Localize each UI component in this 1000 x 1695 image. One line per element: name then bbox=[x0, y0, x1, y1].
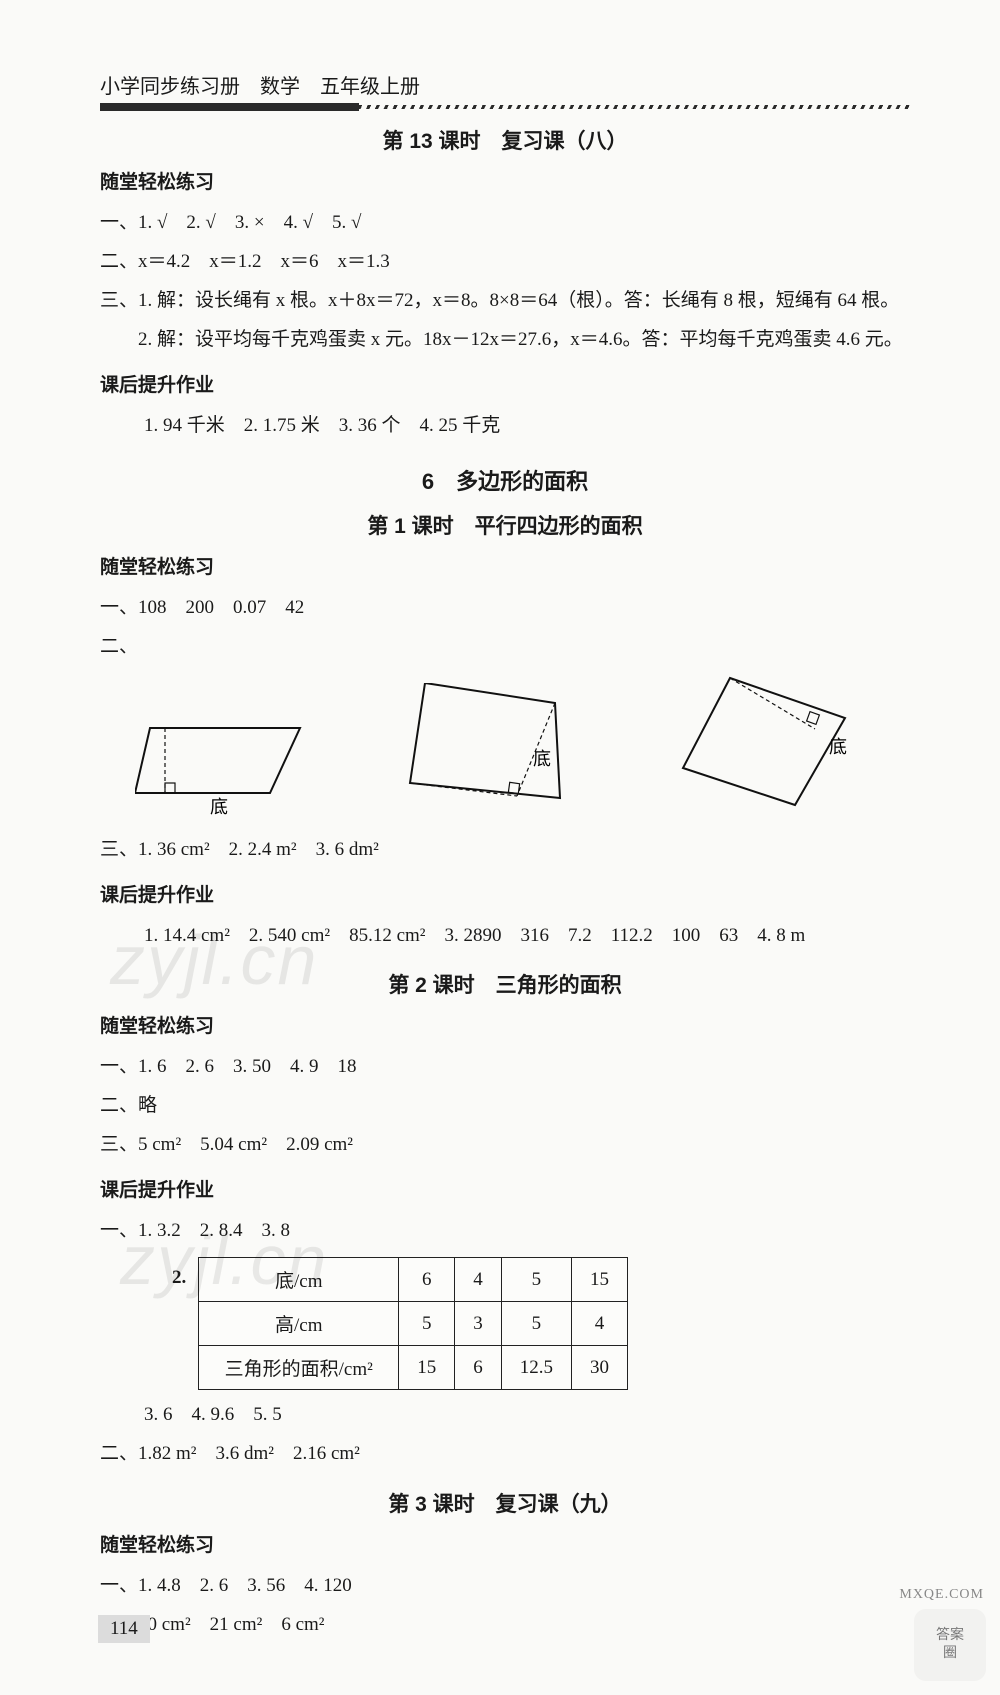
lesson1-line1: 一、108 200 0.07 42 bbox=[100, 589, 910, 628]
triangle-area-table: 底/cm 6 4 5 15 高/cm 5 3 5 4 三角形的面积/cm² 15… bbox=[198, 1257, 628, 1390]
parallelogram-1: 底 bbox=[135, 713, 335, 823]
parallelogram-diagrams: 底 底 底 bbox=[100, 673, 910, 823]
lesson13-line5: 1. 94 千米 2. 1.75 米 3. 36 个 4. 25 千克 bbox=[100, 407, 910, 446]
chapter6-title: 6 多边形的面积 bbox=[100, 464, 910, 496]
lesson13-line3: 三、1. 解：设长绳有 x 根。x＋8x＝72，x＝8。8×8＝64（根）。答：… bbox=[100, 282, 910, 321]
corner-badge-bottom: 圈 bbox=[943, 1645, 957, 1663]
lesson2-title: 第 2 课时 三角形的面积 bbox=[100, 969, 910, 999]
triangle-area-table-wrap: 2. 底/cm 6 4 5 15 高/cm 5 3 5 4 三角形的面积/cm²… bbox=[100, 1257, 910, 1390]
corner-badge-top: 答案 bbox=[936, 1627, 964, 1645]
table-row: 高/cm 5 3 5 4 bbox=[199, 1302, 628, 1346]
parallelogram-2: 底 bbox=[405, 683, 605, 823]
lesson13-section1-label: 随堂轻松练习 bbox=[100, 167, 910, 194]
book-header: 小学同步练习册 数学 五年级上册 bbox=[100, 70, 910, 99]
lesson13-line2: 二、x＝4.2 x＝1.2 x＝6 x＝1.3 bbox=[100, 243, 910, 282]
table-row: 三角形的面积/cm² 15 6 12.5 30 bbox=[199, 1346, 628, 1390]
page-number: 114 bbox=[98, 1615, 150, 1643]
lesson1-line3: 三、1. 36 cm² 2. 2.4 m² 3. 6 dm² bbox=[100, 831, 910, 870]
lesson2-section2-label: 课后提升作业 bbox=[100, 1175, 910, 1202]
lesson1-line2: 二、 bbox=[100, 628, 910, 667]
svg-text:底: 底 bbox=[533, 749, 551, 769]
lesson2-line2: 二、略 bbox=[100, 1087, 910, 1126]
worksheet-page: 小学同步练习册 数学 五年级上册 第 13 课时 复习课（八） 随堂轻松练习 一… bbox=[0, 0, 1000, 1695]
svg-text:底: 底 bbox=[829, 737, 847, 757]
lesson2-line5: 3. 6 4. 9.6 5. 5 bbox=[100, 1396, 910, 1435]
lesson13-line4: 2. 解：设平均每千克鸡蛋卖 x 元。18x－12x＝27.6，x＝4.6。答：… bbox=[100, 321, 910, 360]
lesson3-line2: 二、60 cm² 21 cm² 6 cm² bbox=[100, 1606, 910, 1645]
lesson2-line1: 一、1. 6 2. 6 3. 50 4. 9 18 bbox=[100, 1048, 910, 1087]
lesson3-section1-label: 随堂轻松练习 bbox=[100, 1530, 910, 1557]
header-divider bbox=[100, 103, 910, 111]
table-prefix: 2. bbox=[172, 1267, 186, 1289]
lesson1-section1-label: 随堂轻松练习 bbox=[100, 552, 910, 579]
corner-url: MXQE.COM bbox=[899, 1587, 984, 1603]
lesson1-title: 第 1 课时 平行四边形的面积 bbox=[100, 510, 910, 540]
lesson3-title: 第 3 课时 复习课（九） bbox=[100, 1488, 910, 1518]
lesson2-line6: 二、1.82 m² 3.6 dm² 2.16 cm² bbox=[100, 1435, 910, 1474]
parallelogram-3: 底 bbox=[675, 673, 875, 823]
lesson1-line4: 1. 14.4 cm² 2. 540 cm² 85.12 cm² 3. 2890… bbox=[100, 917, 910, 956]
lesson2-section1-label: 随堂轻松练习 bbox=[100, 1011, 910, 1038]
lesson13-title: 第 13 课时 复习课（八） bbox=[100, 125, 910, 155]
table-row: 底/cm 6 4 5 15 bbox=[199, 1258, 628, 1302]
lesson13-line1: 一、1. √ 2. √ 3. × 4. √ 5. √ bbox=[100, 204, 910, 243]
lesson2-line3: 三、5 cm² 5.04 cm² 2.09 cm² bbox=[100, 1126, 910, 1165]
lesson13-section2-label: 课后提升作业 bbox=[100, 370, 910, 397]
lesson3-line1: 一、1. 4.8 2. 6 3. 56 4. 120 bbox=[100, 1567, 910, 1606]
corner-badge: 答案 圈 bbox=[914, 1609, 986, 1681]
lesson1-section2-label: 课后提升作业 bbox=[100, 880, 910, 907]
lesson2-line4: 一、1. 3.2 2. 8.4 3. 8 bbox=[100, 1212, 910, 1251]
svg-text:底: 底 bbox=[210, 797, 228, 817]
